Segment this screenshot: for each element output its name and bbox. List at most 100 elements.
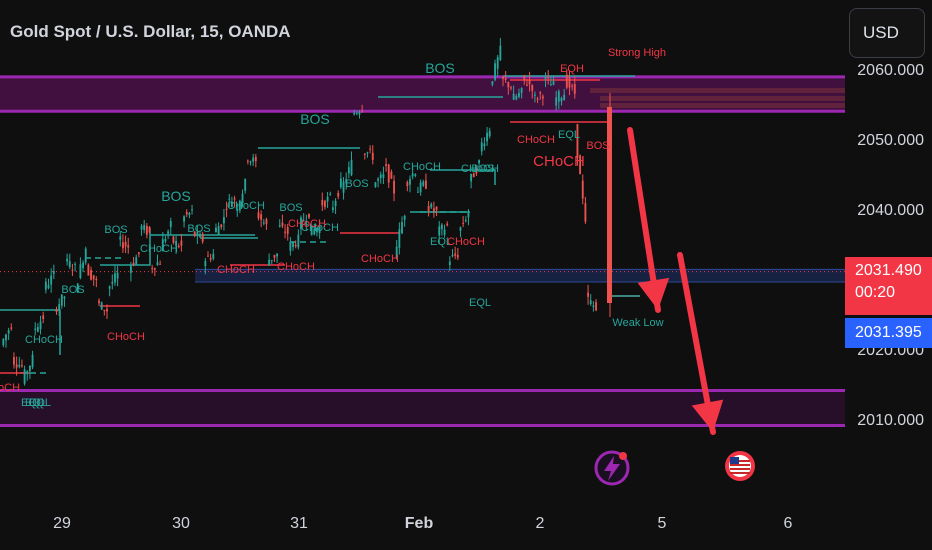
candle [539, 92, 542, 94]
arrow-head [637, 277, 670, 310]
candle [507, 82, 510, 88]
annotation-label: CHoCH [301, 222, 339, 234]
candle [28, 365, 31, 372]
candle [90, 270, 92, 280]
candle [188, 212, 191, 215]
annotation-label: Weak Low [612, 317, 663, 329]
candle [589, 300, 592, 305]
annotation-label: EQL [430, 236, 452, 248]
candle [207, 255, 209, 257]
candle [518, 93, 520, 97]
price-axis[interactable]: 2060.000 2050.000 2040.000 2020.000 2010.000 [845, 0, 932, 505]
candle [480, 142, 483, 152]
candle [55, 309, 58, 312]
candle [403, 215, 406, 220]
candle [278, 225, 281, 227]
candle [249, 161, 252, 163]
candle [177, 246, 180, 248]
candle [547, 76, 550, 79]
candle [270, 259, 273, 261]
candle [324, 200, 326, 207]
candle [363, 153, 366, 155]
flag-stripe [730, 460, 750, 462]
candle [52, 270, 55, 274]
structure-line [430, 169, 496, 185]
candle [79, 264, 82, 279]
candle [284, 231, 286, 233]
candle [230, 201, 233, 207]
annotation-label: CHoCH [277, 261, 315, 273]
candle [238, 200, 241, 211]
annotation-label: hoCH [0, 382, 20, 394]
annotation-label: BOS [300, 111, 330, 127]
candle [443, 229, 446, 235]
supply-subzone [590, 88, 845, 93]
candle [355, 113, 358, 115]
price-tick-label: 2060.000 [857, 62, 924, 79]
candle [419, 182, 422, 193]
candle [387, 164, 390, 183]
candle [313, 228, 316, 235]
candle [316, 228, 318, 233]
candle [18, 364, 21, 367]
annotation-label: CHoCH [461, 163, 499, 175]
candle [494, 63, 496, 80]
candle [106, 308, 108, 312]
candle [60, 294, 63, 306]
candle [347, 167, 350, 174]
flag-canton [730, 457, 739, 464]
candle [470, 173, 473, 182]
candle [411, 173, 414, 177]
candle [34, 328, 37, 330]
candle [212, 253, 215, 259]
bearish-arrow [677, 252, 724, 435]
candle [414, 174, 417, 176]
candle [533, 94, 536, 96]
candle [361, 110, 364, 112]
currency-button[interactable]: USD [849, 8, 925, 58]
candle [135, 257, 138, 265]
annotation-label: Strong High [608, 47, 666, 59]
time-tick-label: 31 [290, 515, 308, 532]
flag-stripe [730, 472, 750, 474]
candle [308, 213, 310, 218]
candle [68, 261, 71, 267]
candle [268, 259, 271, 266]
candle [382, 174, 385, 178]
candle [326, 196, 329, 202]
candle [281, 222, 284, 227]
candle [236, 208, 239, 211]
time-tick-label: 2 [535, 515, 545, 532]
icon-bolt [604, 456, 620, 481]
icon-dot [619, 452, 627, 460]
candle [262, 222, 265, 224]
candle [350, 159, 353, 176]
candle-countdown: 00:20 [855, 283, 896, 301]
candle [273, 254, 276, 258]
supply-subzone [600, 103, 845, 108]
last-price-value: 2031.490 [855, 261, 922, 279]
time-tick-label: 5 [657, 515, 667, 532]
us-flag-event-icon [725, 451, 755, 481]
candle [504, 78, 507, 81]
candle [584, 203, 587, 222]
annotation-label: BOS [586, 140, 609, 152]
annotation-label: CHoCH [140, 243, 178, 255]
candle [58, 304, 61, 310]
last-price-tag: 2031.490 00:20 [845, 256, 932, 315]
candle [475, 170, 478, 174]
arrow-shaft [627, 127, 661, 313]
candle [302, 220, 305, 222]
candle [103, 310, 106, 312]
candle [100, 302, 103, 310]
price-chart[interactable]: BOS BOS BOS Strong High EQH CHoCH EQL CHoCH BOS W… [0, 0, 845, 505]
candle [334, 200, 337, 207]
candle [467, 213, 470, 218]
candle [536, 98, 539, 100]
candle [579, 155, 582, 175]
candle [5, 334, 7, 341]
candle [366, 152, 369, 154]
candle [478, 160, 481, 164]
candle [217, 226, 220, 236]
